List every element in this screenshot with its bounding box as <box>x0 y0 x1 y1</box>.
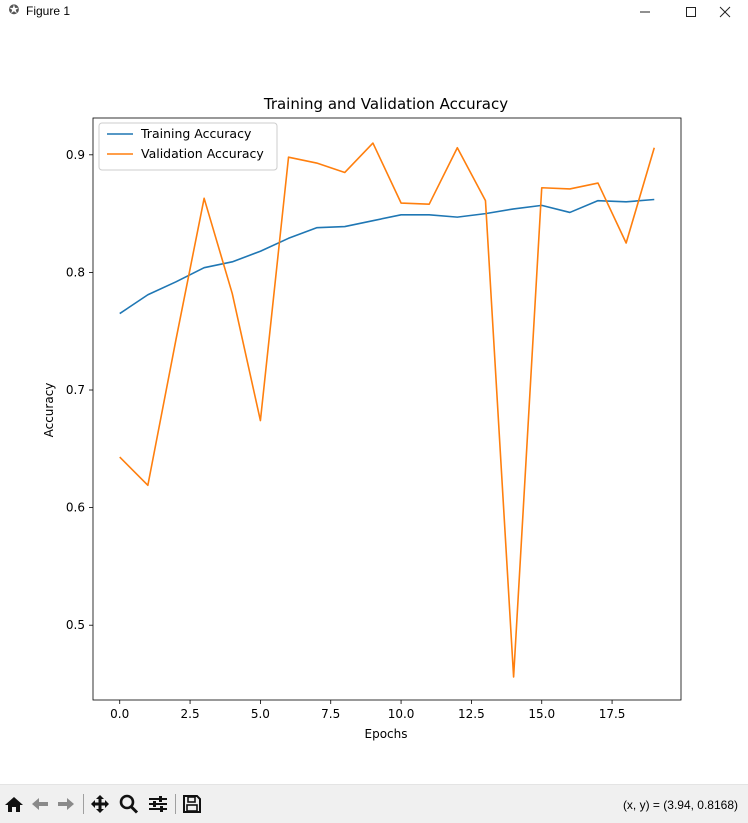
legend-label-training: Training Accuracy <box>140 126 252 141</box>
plot-area <box>92 117 682 701</box>
pan-icon <box>91 795 109 813</box>
x-axis-label: Epochs <box>365 727 408 741</box>
minimize-icon <box>640 11 650 13</box>
window-titlebar: ✪ Figure 1 <box>0 0 748 24</box>
y-tick-label: 0.5 <box>66 618 85 632</box>
pan-button[interactable] <box>88 793 112 815</box>
y-tick-label: 0.9 <box>66 148 85 162</box>
save-button[interactable] <box>180 793 204 815</box>
training-accuracy-line <box>119 198 655 315</box>
back-button[interactable] <box>28 793 52 815</box>
y-tick-label: 0.7 <box>66 383 85 397</box>
x-axis: 0.0 2.5 5.0 7.5 10.0 12.5 15.0 17.5 <box>110 700 625 721</box>
x-tick-label: 12.5 <box>458 707 485 721</box>
y-tick-label: 0.8 <box>66 265 85 279</box>
save-icon <box>183 795 201 813</box>
x-tick-label: 5.0 <box>251 707 270 721</box>
x-tick-label: 7.5 <box>321 707 340 721</box>
x-tick-label: 15.0 <box>528 707 555 721</box>
legend-label-validation: Validation Accuracy <box>141 146 264 161</box>
back-arrow-icon <box>32 798 48 810</box>
minimize-button[interactable] <box>622 0 668 24</box>
line-chart: Training and Validation Accuracy 0.0 2.5 5… <box>42 95 682 741</box>
forward-button[interactable] <box>54 793 78 815</box>
y-axis-label: Accuracy <box>42 383 56 438</box>
configure-subplots-icon <box>149 796 167 812</box>
home-button[interactable] <box>2 793 26 815</box>
close-icon <box>719 6 731 18</box>
chart-title: Training and Validation Accuracy <box>263 95 508 113</box>
x-tick-label: 17.5 <box>599 707 626 721</box>
series-lines <box>119 142 656 678</box>
window-title: Figure 1 <box>26 4 71 18</box>
forward-arrow-icon <box>58 798 74 810</box>
figure-canvas[interactable]: Training and Validation Accuracy 0.0 2.5 5… <box>0 24 748 784</box>
maximize-icon <box>686 7 696 17</box>
x-tick-label: 0.0 <box>110 707 129 721</box>
maximize-button[interactable] <box>668 0 714 24</box>
zoom-button[interactable] <box>117 793 141 815</box>
navigation-toolbar: (x, y) = (3.94, 0.8168) <box>0 784 748 823</box>
validation-accuracy-line <box>119 142 656 678</box>
toolbar-separator <box>175 794 176 814</box>
home-icon <box>5 797 23 812</box>
legend: Training Accuracy Validation Accuracy <box>98 122 278 171</box>
legend-box <box>98 122 278 171</box>
configure-subplots-button[interactable] <box>146 793 170 815</box>
x-tick-label: 10.0 <box>388 707 415 721</box>
y-tick-label: 0.6 <box>66 501 85 515</box>
matplotlib-figure-icon: ✪ <box>8 3 20 18</box>
close-button[interactable] <box>702 0 748 24</box>
x-tick-label: 2.5 <box>181 707 200 721</box>
cursor-coordinates: (x, y) = (3.94, 0.8168) <box>622 798 738 812</box>
zoom-icon <box>119 794 139 814</box>
y-axis: 0.5 0.6 0.7 0.8 0.9 <box>66 148 93 632</box>
toolbar-separator <box>83 794 84 814</box>
